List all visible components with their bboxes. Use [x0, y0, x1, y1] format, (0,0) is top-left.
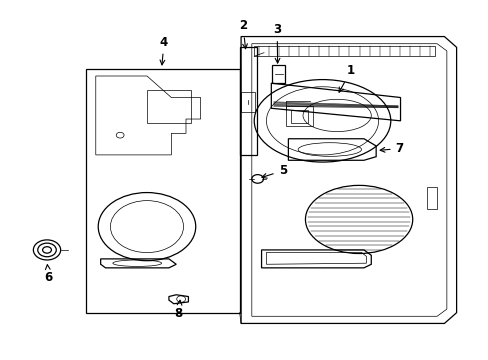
Bar [285, 107, 312, 126]
Text: 1: 1 [338, 64, 354, 92]
Bar [290, 110, 307, 123]
Bar [147, 90, 190, 123]
Bar [427, 187, 436, 209]
Text: 4: 4 [160, 36, 168, 65]
Bar [241, 92, 255, 112]
Text: 2: 2 [239, 19, 247, 49]
Text: 8: 8 [174, 300, 183, 320]
Text: 6: 6 [44, 265, 53, 284]
Text: 3: 3 [273, 23, 281, 63]
Text: 5: 5 [262, 164, 286, 178]
Text: 7: 7 [379, 142, 403, 155]
